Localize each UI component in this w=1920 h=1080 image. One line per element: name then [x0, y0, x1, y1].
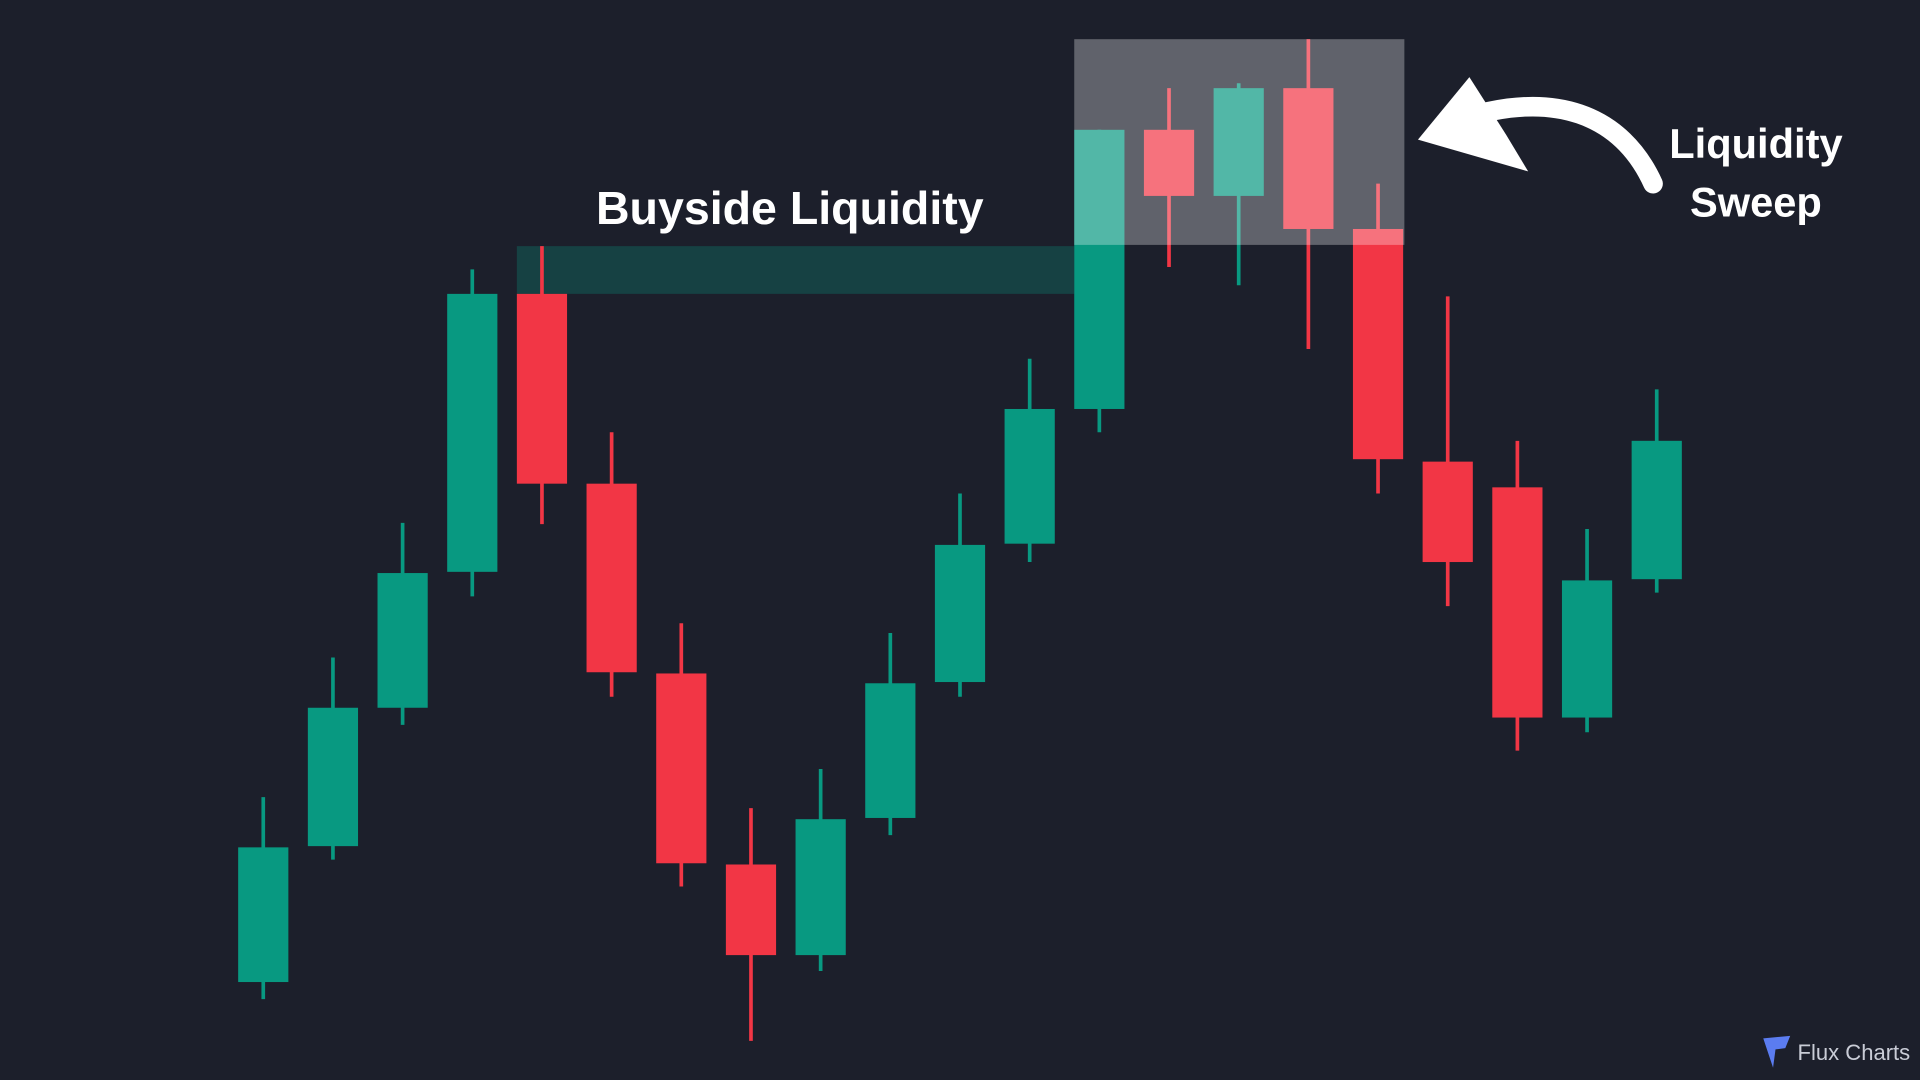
candle-body	[1283, 88, 1334, 229]
candles	[238, 39, 1682, 1041]
candle-body	[1492, 487, 1543, 718]
candle-body	[1422, 461, 1473, 563]
candle-body	[307, 707, 359, 847]
candle-body	[725, 864, 777, 956]
candle-body	[1352, 228, 1404, 460]
candle-body	[1631, 440, 1682, 580]
overlay	[1074, 39, 1405, 245]
candle-body	[1074, 129, 1125, 409]
arrow-head	[1417, 77, 1529, 172]
sweep-box	[1074, 39, 1405, 245]
buyside-label: Buyside Liquidity	[596, 182, 984, 234]
candle-body	[934, 544, 986, 683]
candle-body	[238, 847, 289, 983]
candle-body	[865, 683, 916, 818]
candle-body	[1143, 129, 1195, 196]
candle-body	[516, 293, 568, 484]
candle-body	[795, 819, 846, 956]
logo-icon	[1763, 1035, 1791, 1068]
candle-body	[656, 673, 707, 864]
candle-body	[447, 293, 498, 572]
sweep-arrow	[1417, 77, 1663, 194]
candle-body	[377, 573, 428, 708]
candle-body	[586, 483, 637, 673]
buyside-zone	[516, 246, 1075, 294]
logo-text: Flux Charts	[1798, 1040, 1911, 1065]
candle-body	[1004, 408, 1055, 544]
sweep-label: Liquidity	[1669, 120, 1842, 167]
sweep-label: Sweep	[1690, 179, 1822, 226]
zones	[516, 246, 1075, 294]
candle-body	[1213, 88, 1264, 196]
logo: Flux Charts	[1763, 1035, 1911, 1068]
candle-body	[1561, 580, 1613, 718]
